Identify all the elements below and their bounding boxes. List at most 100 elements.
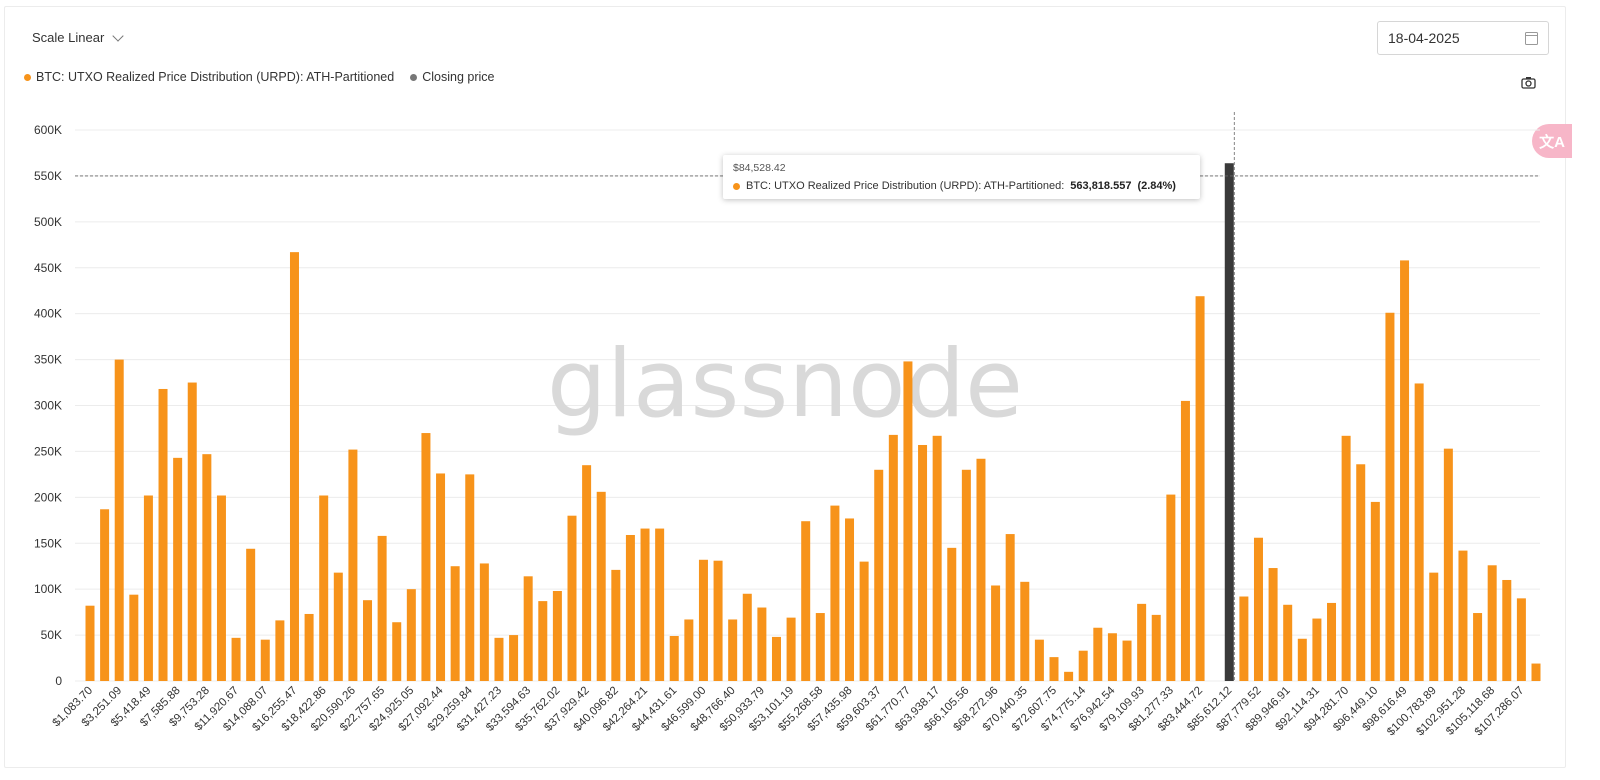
bar: [1049, 657, 1059, 681]
bar: [961, 469, 971, 681]
bar: [421, 433, 431, 681]
bar: [640, 528, 650, 681]
bar: [801, 521, 811, 681]
bar: [757, 607, 767, 681]
bar: [932, 435, 942, 681]
bar: [684, 619, 694, 681]
bar: [815, 613, 825, 681]
bar: [1151, 614, 1161, 681]
y-tick-label: 0: [55, 674, 62, 688]
bar: [596, 491, 606, 681]
chart-tooltip: $84,528.42 BTC: UTXO Realized Price Dist…: [723, 155, 1200, 199]
bar: [698, 559, 708, 681]
y-tick-label: 600K: [34, 123, 62, 137]
legend-label-closing-price: Closing price: [422, 70, 495, 84]
bar: [187, 382, 197, 681]
bar: [728, 619, 738, 681]
bar: [173, 457, 183, 681]
bar: [129, 594, 139, 681]
bar: [1341, 435, 1351, 681]
bar: [1195, 296, 1205, 681]
calendar-icon: [1525, 31, 1538, 45]
bar: [246, 548, 256, 681]
bar: [771, 636, 781, 681]
y-tick-label: 450K: [34, 261, 62, 275]
bar: [1180, 400, 1190, 681]
bar: [947, 547, 957, 681]
bar: [377, 535, 387, 681]
tooltip-series-name: BTC: UTXO Realized Price Distribution (U…: [746, 180, 1065, 192]
glassnode-watermark: glassnode: [547, 330, 1023, 439]
bar: [1487, 565, 1497, 681]
bar: [1166, 494, 1176, 681]
bar: [1327, 602, 1337, 681]
date-picker[interactable]: 18-04-2025: [1377, 21, 1549, 55]
bar: [1370, 501, 1380, 681]
bar: [991, 585, 1001, 681]
y-tick-label: 200K: [34, 490, 62, 504]
y-tick-label: 300K: [34, 399, 62, 413]
bar: [786, 617, 796, 681]
bar: [1064, 671, 1074, 681]
bar: [1516, 598, 1526, 681]
bar: [713, 560, 723, 681]
bar: [874, 469, 884, 681]
bar: [1400, 260, 1410, 681]
bar-highlighted: [1224, 163, 1234, 682]
bar: [1283, 604, 1293, 681]
bar: [625, 534, 635, 681]
y-tick-label: 50K: [41, 628, 62, 642]
bar: [1502, 579, 1512, 681]
bar: [479, 563, 489, 681]
legend-swatch-closing-price: [410, 73, 418, 81]
bar: [333, 572, 343, 681]
bar: [100, 509, 110, 681]
bar: [260, 639, 270, 681]
bar: [1414, 383, 1424, 681]
bar: [1078, 650, 1088, 681]
bar: [538, 601, 548, 681]
bar: [611, 569, 621, 681]
bar: [669, 636, 679, 681]
bar: [1239, 596, 1249, 681]
bar: [85, 605, 95, 681]
bar: [406, 589, 416, 681]
bar: [494, 637, 504, 681]
legend-item-urpd[interactable]: BTC: UTXO Realized Price Distribution (U…: [24, 70, 394, 84]
bar: [523, 576, 533, 681]
bar: [918, 444, 928, 681]
date-value: 18-04-2025: [1388, 30, 1460, 46]
bar: [1458, 550, 1468, 681]
bar-series: [85, 163, 1541, 682]
bar: [114, 359, 124, 681]
legend-item-closing-price[interactable]: Closing price: [410, 70, 494, 84]
bar: [1122, 640, 1132, 681]
bar: [1034, 639, 1044, 681]
bar: [1093, 627, 1103, 681]
bar: [158, 388, 168, 681]
camera-icon[interactable]: [1521, 76, 1536, 90]
scale-dropdown-label: Scale Linear: [32, 30, 105, 45]
bar: [1429, 572, 1439, 681]
y-axis: 0 50K 100K 150K 200K 250K 300K 350K 400K 450K 500K…: [34, 123, 62, 688]
bar: [436, 473, 446, 681]
tooltip-x-value: $84,528.42: [733, 162, 786, 174]
bar: [1107, 633, 1117, 681]
bar: [830, 505, 840, 681]
scale-dropdown[interactable]: Scale Linear: [32, 29, 124, 45]
bar: [976, 458, 986, 681]
tooltip-swatch: [733, 182, 740, 190]
bar: [1385, 312, 1395, 681]
bar: [1297, 638, 1307, 681]
bar: [1531, 663, 1541, 681]
bar: [1268, 568, 1278, 681]
y-tick-label: 150K: [34, 536, 62, 550]
bar: [509, 635, 519, 681]
bar: [582, 465, 592, 681]
bar: [1253, 537, 1263, 681]
bar: [450, 566, 460, 681]
bar: [655, 528, 665, 681]
y-tick-label: 250K: [34, 444, 62, 458]
bar: [392, 622, 402, 681]
